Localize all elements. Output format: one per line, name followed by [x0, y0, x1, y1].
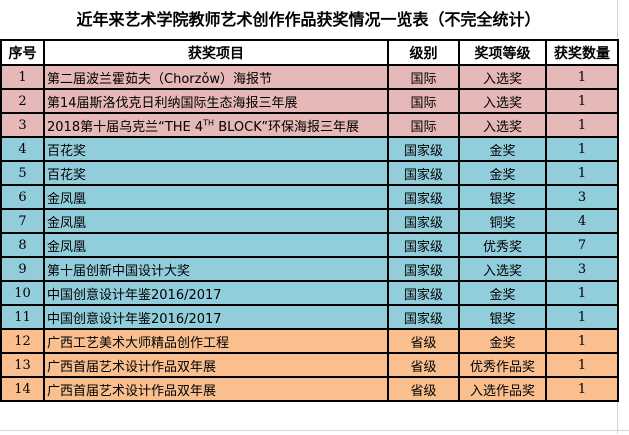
cell-no[interactable]: 5 — [0, 160, 45, 186]
cell-project[interactable]: 百花奖 — [43, 160, 389, 186]
cell-project[interactable]: 金凤凰 — [43, 208, 389, 234]
cell-award[interactable]: 入选奖 — [458, 112, 547, 138]
cell-project[interactable]: 广西工艺美术大师精品创作工程 — [43, 328, 389, 354]
cell-count[interactable]: 1 — [545, 64, 619, 90]
cell-project[interactable]: 广西首届艺术设计作品双年展 — [43, 376, 389, 402]
cell-level[interactable]: 国家级 — [387, 136, 460, 162]
cell-no[interactable]: 12 — [0, 328, 45, 354]
cell-level[interactable]: 国家级 — [387, 232, 460, 258]
table-row: 14 广西首届艺术设计作品双年展 省级 入选作品奖 1 — [0, 376, 619, 402]
page-title: 近年来艺术学院教师艺术创作作品获奖情况一览表（不完全统计） — [76, 10, 541, 29]
header-project[interactable]: 获奖项目 — [43, 39, 389, 66]
cell-no[interactable]: 10 — [0, 280, 45, 306]
table-row: 6 金凤凰 国家级 银奖 3 — [0, 184, 619, 210]
cell-level[interactable]: 国家级 — [387, 280, 460, 306]
cell-no[interactable]: 8 — [0, 232, 45, 258]
cell-level[interactable]: 国家级 — [387, 160, 460, 186]
header-level[interactable]: 级别 — [387, 39, 460, 66]
cell-count[interactable]: 1 — [545, 376, 619, 402]
cell-count[interactable]: 1 — [545, 352, 619, 378]
cell-no[interactable]: 13 — [0, 352, 45, 378]
cell-award[interactable]: 入选奖 — [458, 64, 547, 90]
cell-award[interactable]: 金奖 — [458, 328, 547, 354]
cell-count[interactable]: 1 — [545, 328, 619, 354]
cell-no[interactable]: 14 — [0, 376, 45, 402]
cell-count[interactable]: 1 — [545, 304, 619, 330]
cell-no[interactable]: 9 — [0, 256, 45, 282]
header-count[interactable]: 获奖数量 — [545, 39, 619, 66]
header-no[interactable]: 序号 — [0, 39, 45, 66]
table-row: 7 金凤凰 国家级 铜奖 4 — [0, 208, 619, 234]
cell-award[interactable]: 入选作品奖 — [458, 376, 547, 402]
awards-table: 序号 获奖项目 级别 奖项等级 获奖数量 1 第二届波兰霍茹夫（Chorzǒw）海… — [0, 39, 619, 402]
table-row: 2 第14届斯洛伐克日利纳国际生态海报三年展 国际 入选奖 1 — [0, 88, 619, 114]
cell-project[interactable]: 第十届创新中国设计大奖 — [43, 256, 389, 282]
header-row: 序号 获奖项目 级别 奖项等级 获奖数量 — [0, 39, 619, 66]
cell-award[interactable]: 优秀作品奖 — [458, 352, 547, 378]
cell-project[interactable]: 中国创意设计年鉴2016/2017 — [43, 304, 389, 330]
table-row: 8 金凤凰 国家级 优秀奖 7 — [0, 232, 619, 258]
cell-award[interactable]: 银奖 — [458, 184, 547, 210]
cell-project[interactable]: 中国创意设计年鉴2016/2017 — [43, 280, 389, 306]
table-row: 12 广西工艺美术大师精品创作工程 省级 金奖 1 — [0, 328, 619, 354]
cell-project[interactable]: 2018第十届乌克兰“THE 4TH BLOCK”环保海报三年展 — [43, 112, 389, 138]
cell-award[interactable]: 银奖 — [458, 304, 547, 330]
cell-no[interactable]: 7 — [0, 208, 45, 234]
project-text: BLOCK”环保海报三年展 — [214, 119, 360, 135]
cell-level[interactable]: 国际 — [387, 88, 460, 114]
cell-count[interactable]: 3 — [545, 256, 619, 282]
table-row: 13 广西首届艺术设计作品双年展 省级 优秀作品奖 1 — [0, 352, 619, 378]
table-row: 1 第二届波兰霍茹夫（Chorzǒw）海报节 国际 入选奖 1 — [0, 64, 619, 90]
table-row: 10 中国创意设计年鉴2016/2017 国家级 金奖 1 — [0, 280, 619, 306]
cell-no[interactable]: 3 — [0, 112, 45, 138]
cell-level[interactable]: 国家级 — [387, 256, 460, 282]
cell-count[interactable]: 1 — [545, 160, 619, 186]
cell-project[interactable]: 第二届波兰霍茹夫（Chorzǒw）海报节 — [43, 64, 389, 90]
cell-no[interactable]: 11 — [0, 304, 45, 330]
cell-no[interactable]: 4 — [0, 136, 45, 162]
cell-no[interactable]: 2 — [0, 88, 45, 114]
cell-count[interactable]: 1 — [545, 280, 619, 306]
cell-level[interactable]: 省级 — [387, 328, 460, 354]
header-award[interactable]: 奖项等级 — [458, 39, 547, 66]
cell-project[interactable]: 百花奖 — [43, 136, 389, 162]
cell-no[interactable]: 6 — [0, 184, 45, 210]
gridline — [0, 430, 629, 435]
cell-project[interactable]: 金凤凰 — [43, 184, 389, 210]
cell-level[interactable]: 国际 — [387, 112, 460, 138]
cell-no[interactable]: 1 — [0, 64, 45, 90]
cell-count[interactable]: 3 — [545, 184, 619, 210]
cell-award[interactable]: 铜奖 — [458, 208, 547, 234]
cell-award[interactable]: 金奖 — [458, 280, 547, 306]
cell-level[interactable]: 省级 — [387, 376, 460, 402]
cell-count[interactable]: 1 — [545, 136, 619, 162]
table-row: 5 百花奖 国家级 金奖 1 — [0, 160, 619, 186]
cell-level[interactable]: 国家级 — [387, 208, 460, 234]
cell-count[interactable]: 1 — [545, 112, 619, 138]
table-row: 9 第十届创新中国设计大奖 国家级 入选奖 3 — [0, 256, 619, 282]
project-text: 2018第十届乌克兰“THE 4 — [47, 119, 204, 135]
cell-award[interactable]: 入选奖 — [458, 256, 547, 282]
cell-level[interactable]: 国家级 — [387, 184, 460, 210]
cell-award[interactable]: 优秀奖 — [458, 232, 547, 258]
cell-level[interactable]: 国家级 — [387, 304, 460, 330]
cell-count[interactable]: 1 — [545, 88, 619, 114]
cell-level[interactable]: 国际 — [387, 64, 460, 90]
cell-award[interactable]: 入选奖 — [458, 88, 547, 114]
table-row: 11 中国创意设计年鉴2016/2017 国家级 银奖 1 — [0, 304, 619, 330]
cell-project[interactable]: 金凤凰 — [43, 232, 389, 258]
table-row: 3 2018第十届乌克兰“THE 4TH BLOCK”环保海报三年展 国际 入选奖 1 — [0, 112, 619, 138]
cell-count[interactable]: 4 — [545, 208, 619, 234]
cell-project[interactable]: 广西首届艺术设计作品双年展 — [43, 352, 389, 378]
cell-project[interactable]: 第14届斯洛伐克日利纳国际生态海报三年展 — [43, 88, 389, 114]
cell-award[interactable]: 金奖 — [458, 136, 547, 162]
table-row: 4 百花奖 国家级 金奖 1 — [0, 136, 619, 162]
cell-award[interactable]: 金奖 — [458, 160, 547, 186]
cell-level[interactable]: 省级 — [387, 352, 460, 378]
cell-count[interactable]: 7 — [545, 232, 619, 258]
superscript: TH — [203, 118, 215, 128]
